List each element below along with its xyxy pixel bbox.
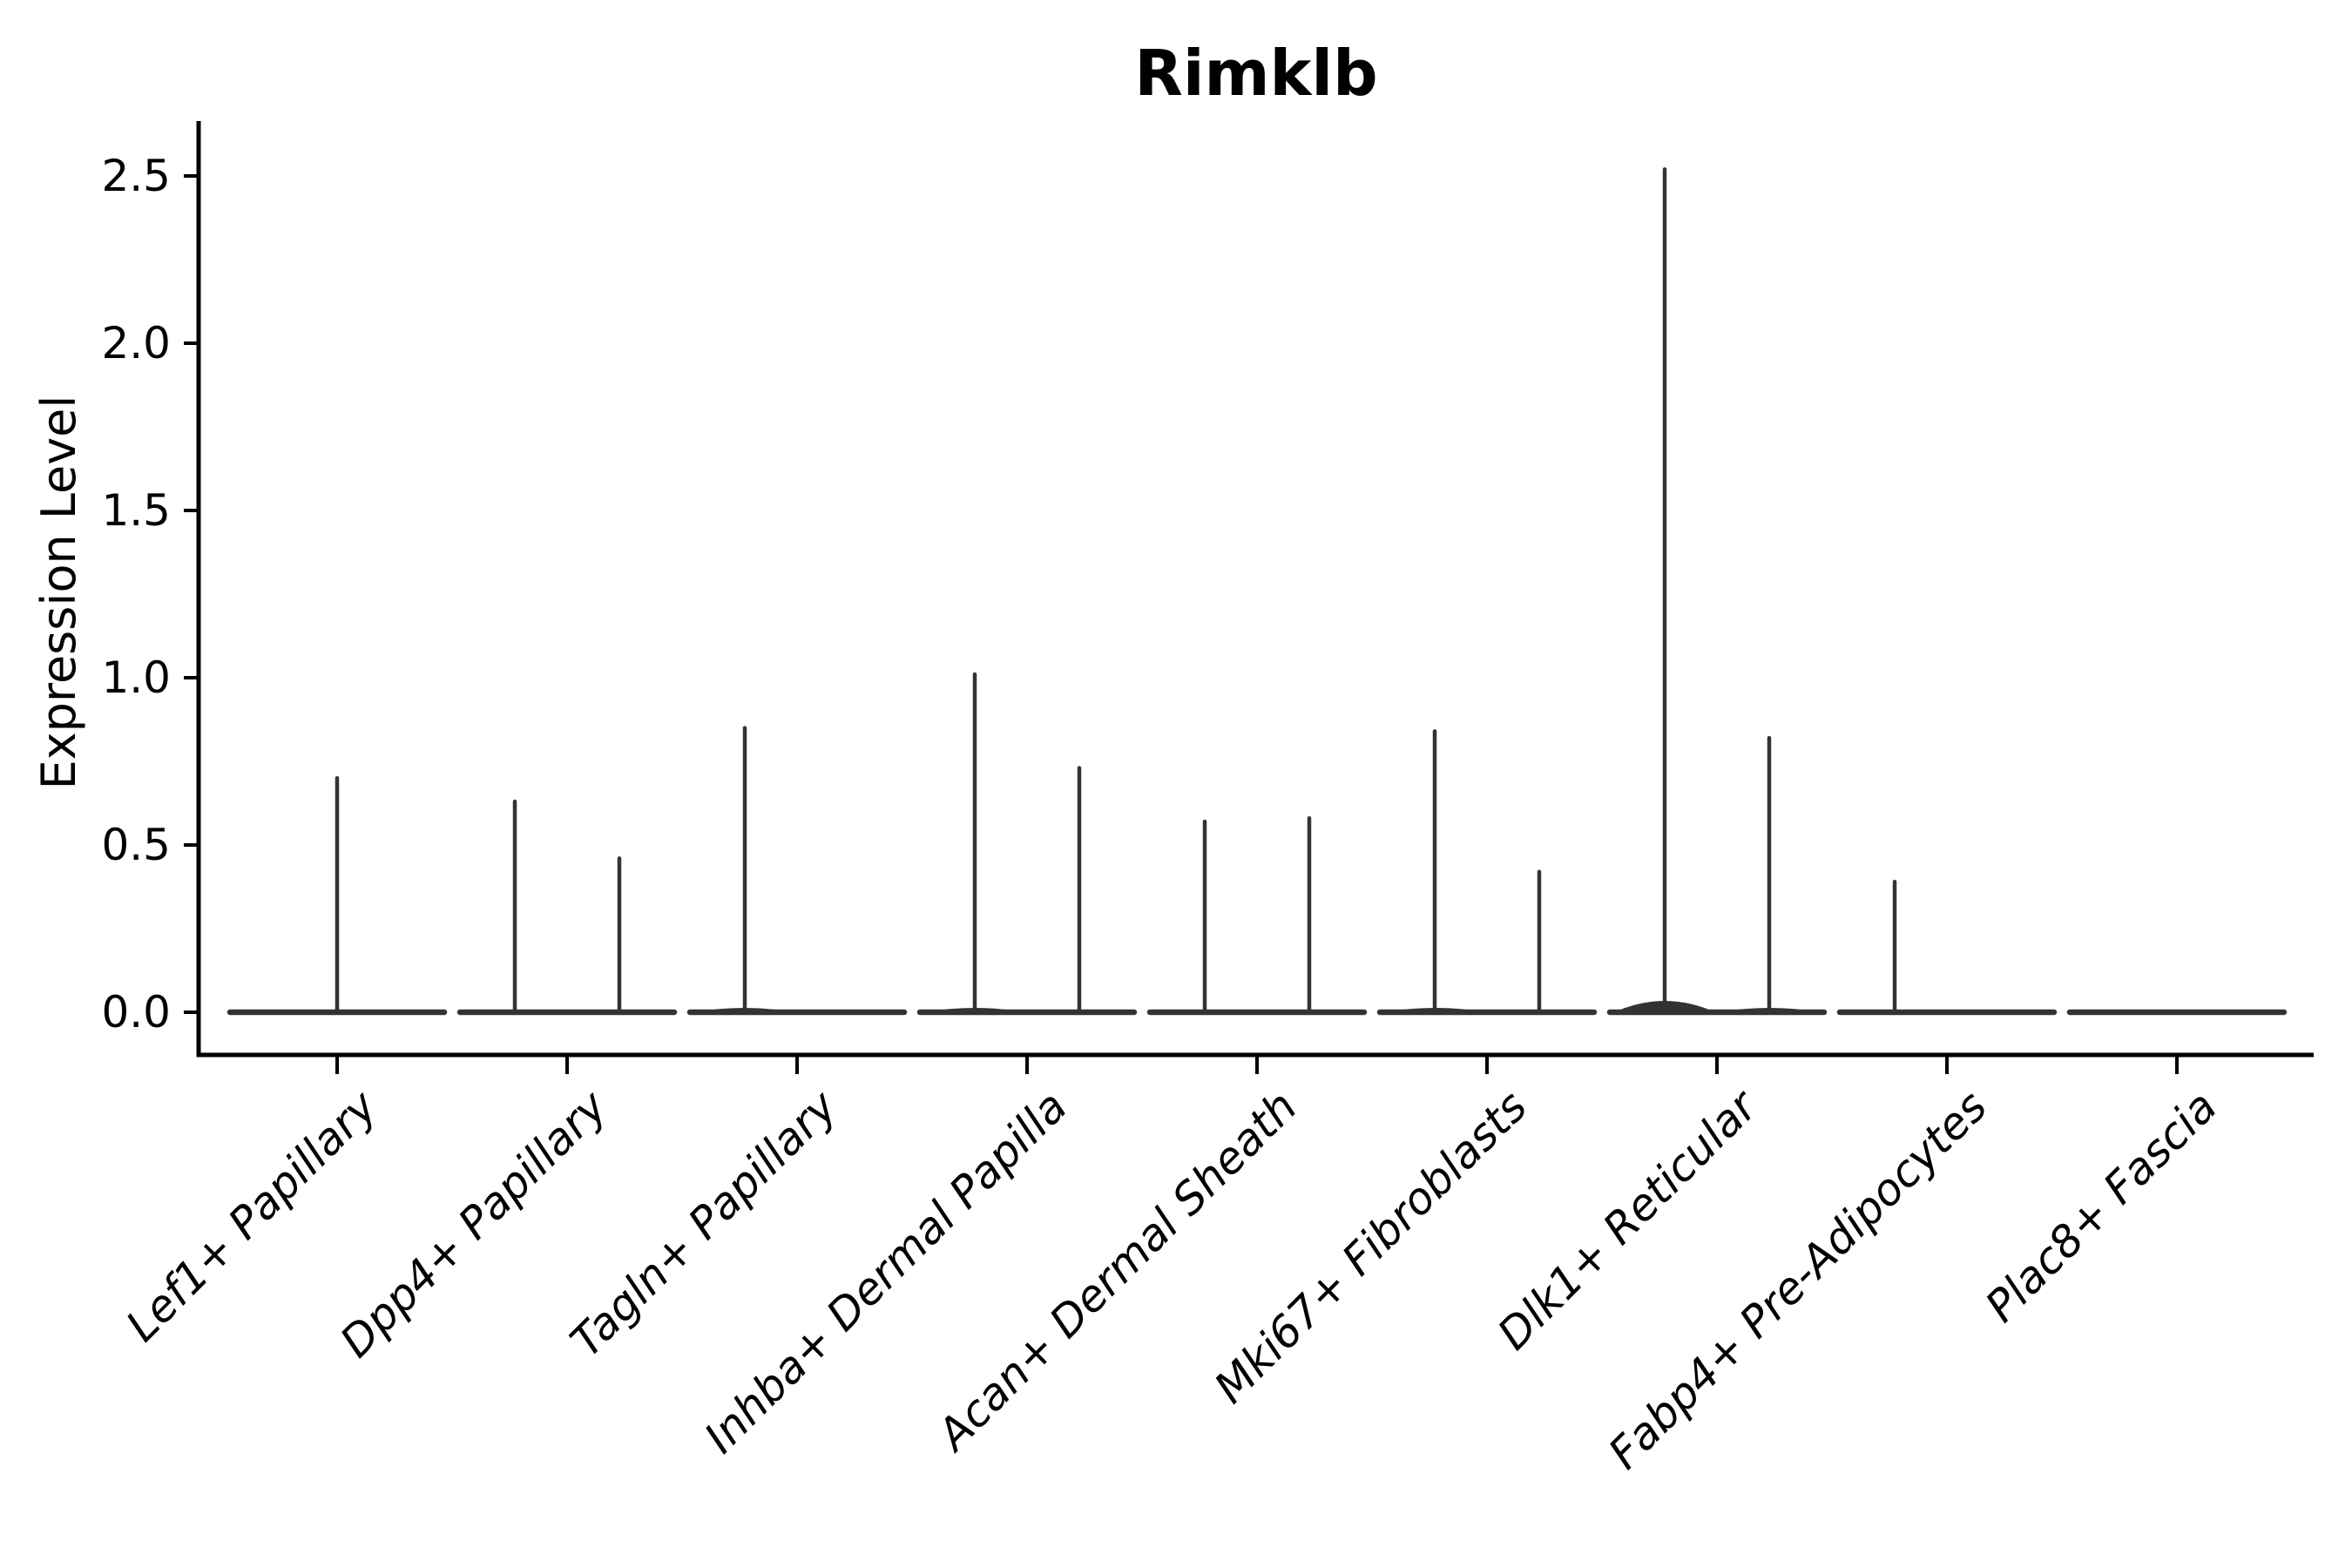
y-tick-label: 0.5 — [101, 820, 171, 870]
y-tick-label: 1.0 — [101, 652, 171, 703]
y-tick-label: 1.5 — [101, 485, 171, 536]
y-tick-label: 2.0 — [101, 318, 171, 368]
y-tick-label: 2.5 — [101, 151, 171, 201]
y-tick-label: 0.0 — [101, 987, 171, 1037]
chart-title: Rimklb — [1134, 37, 1378, 110]
y-axis-label: Expression Level — [31, 395, 86, 790]
